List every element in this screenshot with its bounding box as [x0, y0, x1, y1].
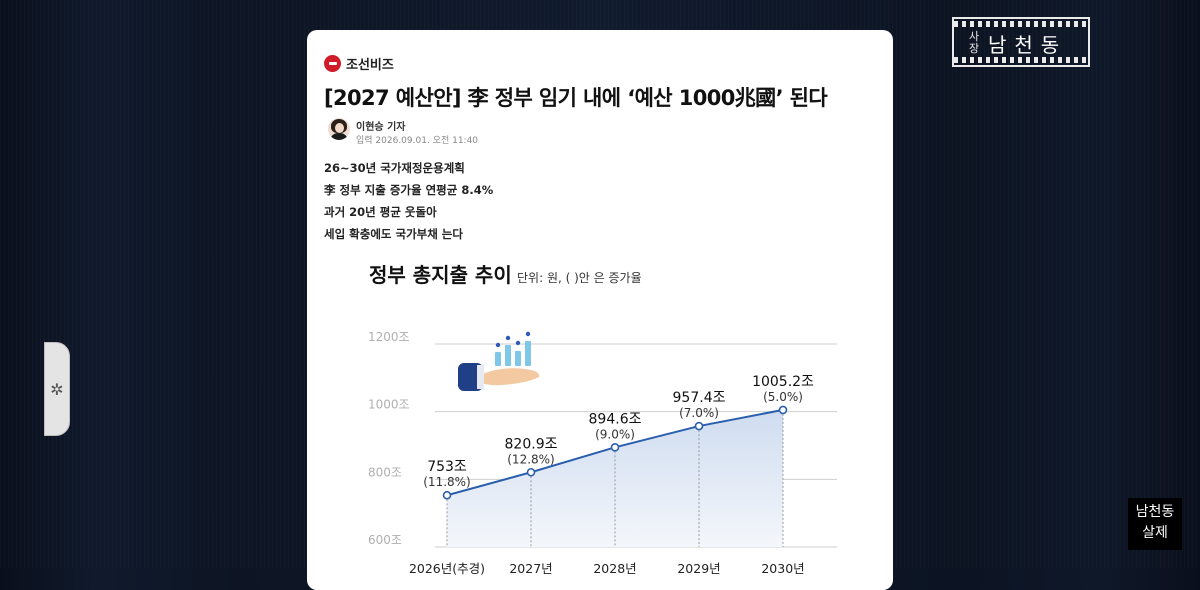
- publish-date: 입력 2026.09.01. 오전 11:40: [356, 136, 479, 146]
- badge-line-2: 살제: [1142, 525, 1168, 541]
- data-value-label: 820.9조: [505, 436, 558, 452]
- y-tick-label: 1000조: [368, 398, 410, 412]
- growth-rate-label: (7.0%): [679, 406, 719, 420]
- data-value-label: 894.6조: [589, 411, 642, 427]
- data-point: [610, 443, 620, 452]
- article-summary: 26~30년 국가재정운용계획 李 정부 지출 증가율 연평균 8.4% 과거 …: [324, 157, 493, 245]
- summary-line-4: 세입 확충에도 국가부채 는다: [324, 227, 463, 241]
- chart-title: 정부 총지출 추이: [369, 263, 512, 287]
- accessibility-icon: ✲: [50, 379, 64, 399]
- summary-line-2: 李 정부 지출 증가율 연평균 8.4%: [324, 183, 494, 197]
- spending-chart: 정부 총지출 추이 단위: 원, ( )안 은 증가율 600조 800조 1000…: [368, 263, 837, 576]
- author-avatar: [328, 118, 350, 140]
- badge-line-1: 남천동: [1135, 504, 1175, 520]
- author-name[interactable]: 이현승 기자: [356, 122, 406, 133]
- channel-logo: 사장 남천동: [952, 17, 1090, 67]
- chart-subtitle: 단위: 원, ( )안 은 증가율: [517, 271, 642, 285]
- article-card: 조선비즈 [2027 예산안] 李 정부 임기 내에 ‘예산 1000兆國’ 된…: [307, 30, 893, 590]
- growth-rate-label: (9.0%): [595, 427, 635, 441]
- x-tick-label: 2028년: [593, 561, 636, 576]
- channel-badge: 남천동 살제: [1128, 498, 1182, 550]
- data-point: [694, 421, 704, 431]
- x-tick-label: 2030년: [761, 561, 804, 576]
- growth-rate-label: (12.8%): [507, 452, 554, 466]
- logo-main-text: 남천동: [988, 33, 1068, 57]
- y-tick-label: 800조: [368, 465, 402, 479]
- growth-rate-label: (11.8%): [423, 475, 470, 489]
- growth-rate-label: (5.0%): [763, 390, 803, 404]
- source-name: 조선비즈: [346, 58, 394, 73]
- data-value-label: 1005.2조: [752, 374, 814, 390]
- hand-illustration: [458, 331, 540, 391]
- y-tick-label: 600조: [368, 533, 402, 547]
- logo-small-text: 사장: [968, 30, 980, 55]
- film-strip-bottom: [954, 57, 1088, 63]
- data-value-label: 957.4조: [673, 390, 726, 406]
- data-point: [778, 405, 788, 415]
- summary-line-3: 과거 20년 평균 웃돌아: [324, 205, 437, 219]
- accessibility-handle[interactable]: ✲: [44, 342, 70, 436]
- data-value-label: 753조: [427, 459, 467, 475]
- data-point: [526, 467, 536, 477]
- article-headline: [2027 예산안] 李 정부 임기 내에 ‘예산 1000兆國’ 된다: [324, 86, 828, 110]
- x-tick-label: 2027년: [509, 561, 552, 576]
- x-tick-label: 2029년: [677, 561, 720, 576]
- x-tick-label: 2026년(추경): [409, 561, 485, 576]
- source-logo-icon: [324, 55, 341, 72]
- news-source[interactable]: 조선비즈: [324, 54, 394, 73]
- summary-line-1: 26~30년 국가재정운용계획: [324, 161, 465, 175]
- data-point: [442, 490, 452, 500]
- y-tick-label: 1200조: [368, 330, 410, 344]
- film-strip-top: [954, 21, 1088, 27]
